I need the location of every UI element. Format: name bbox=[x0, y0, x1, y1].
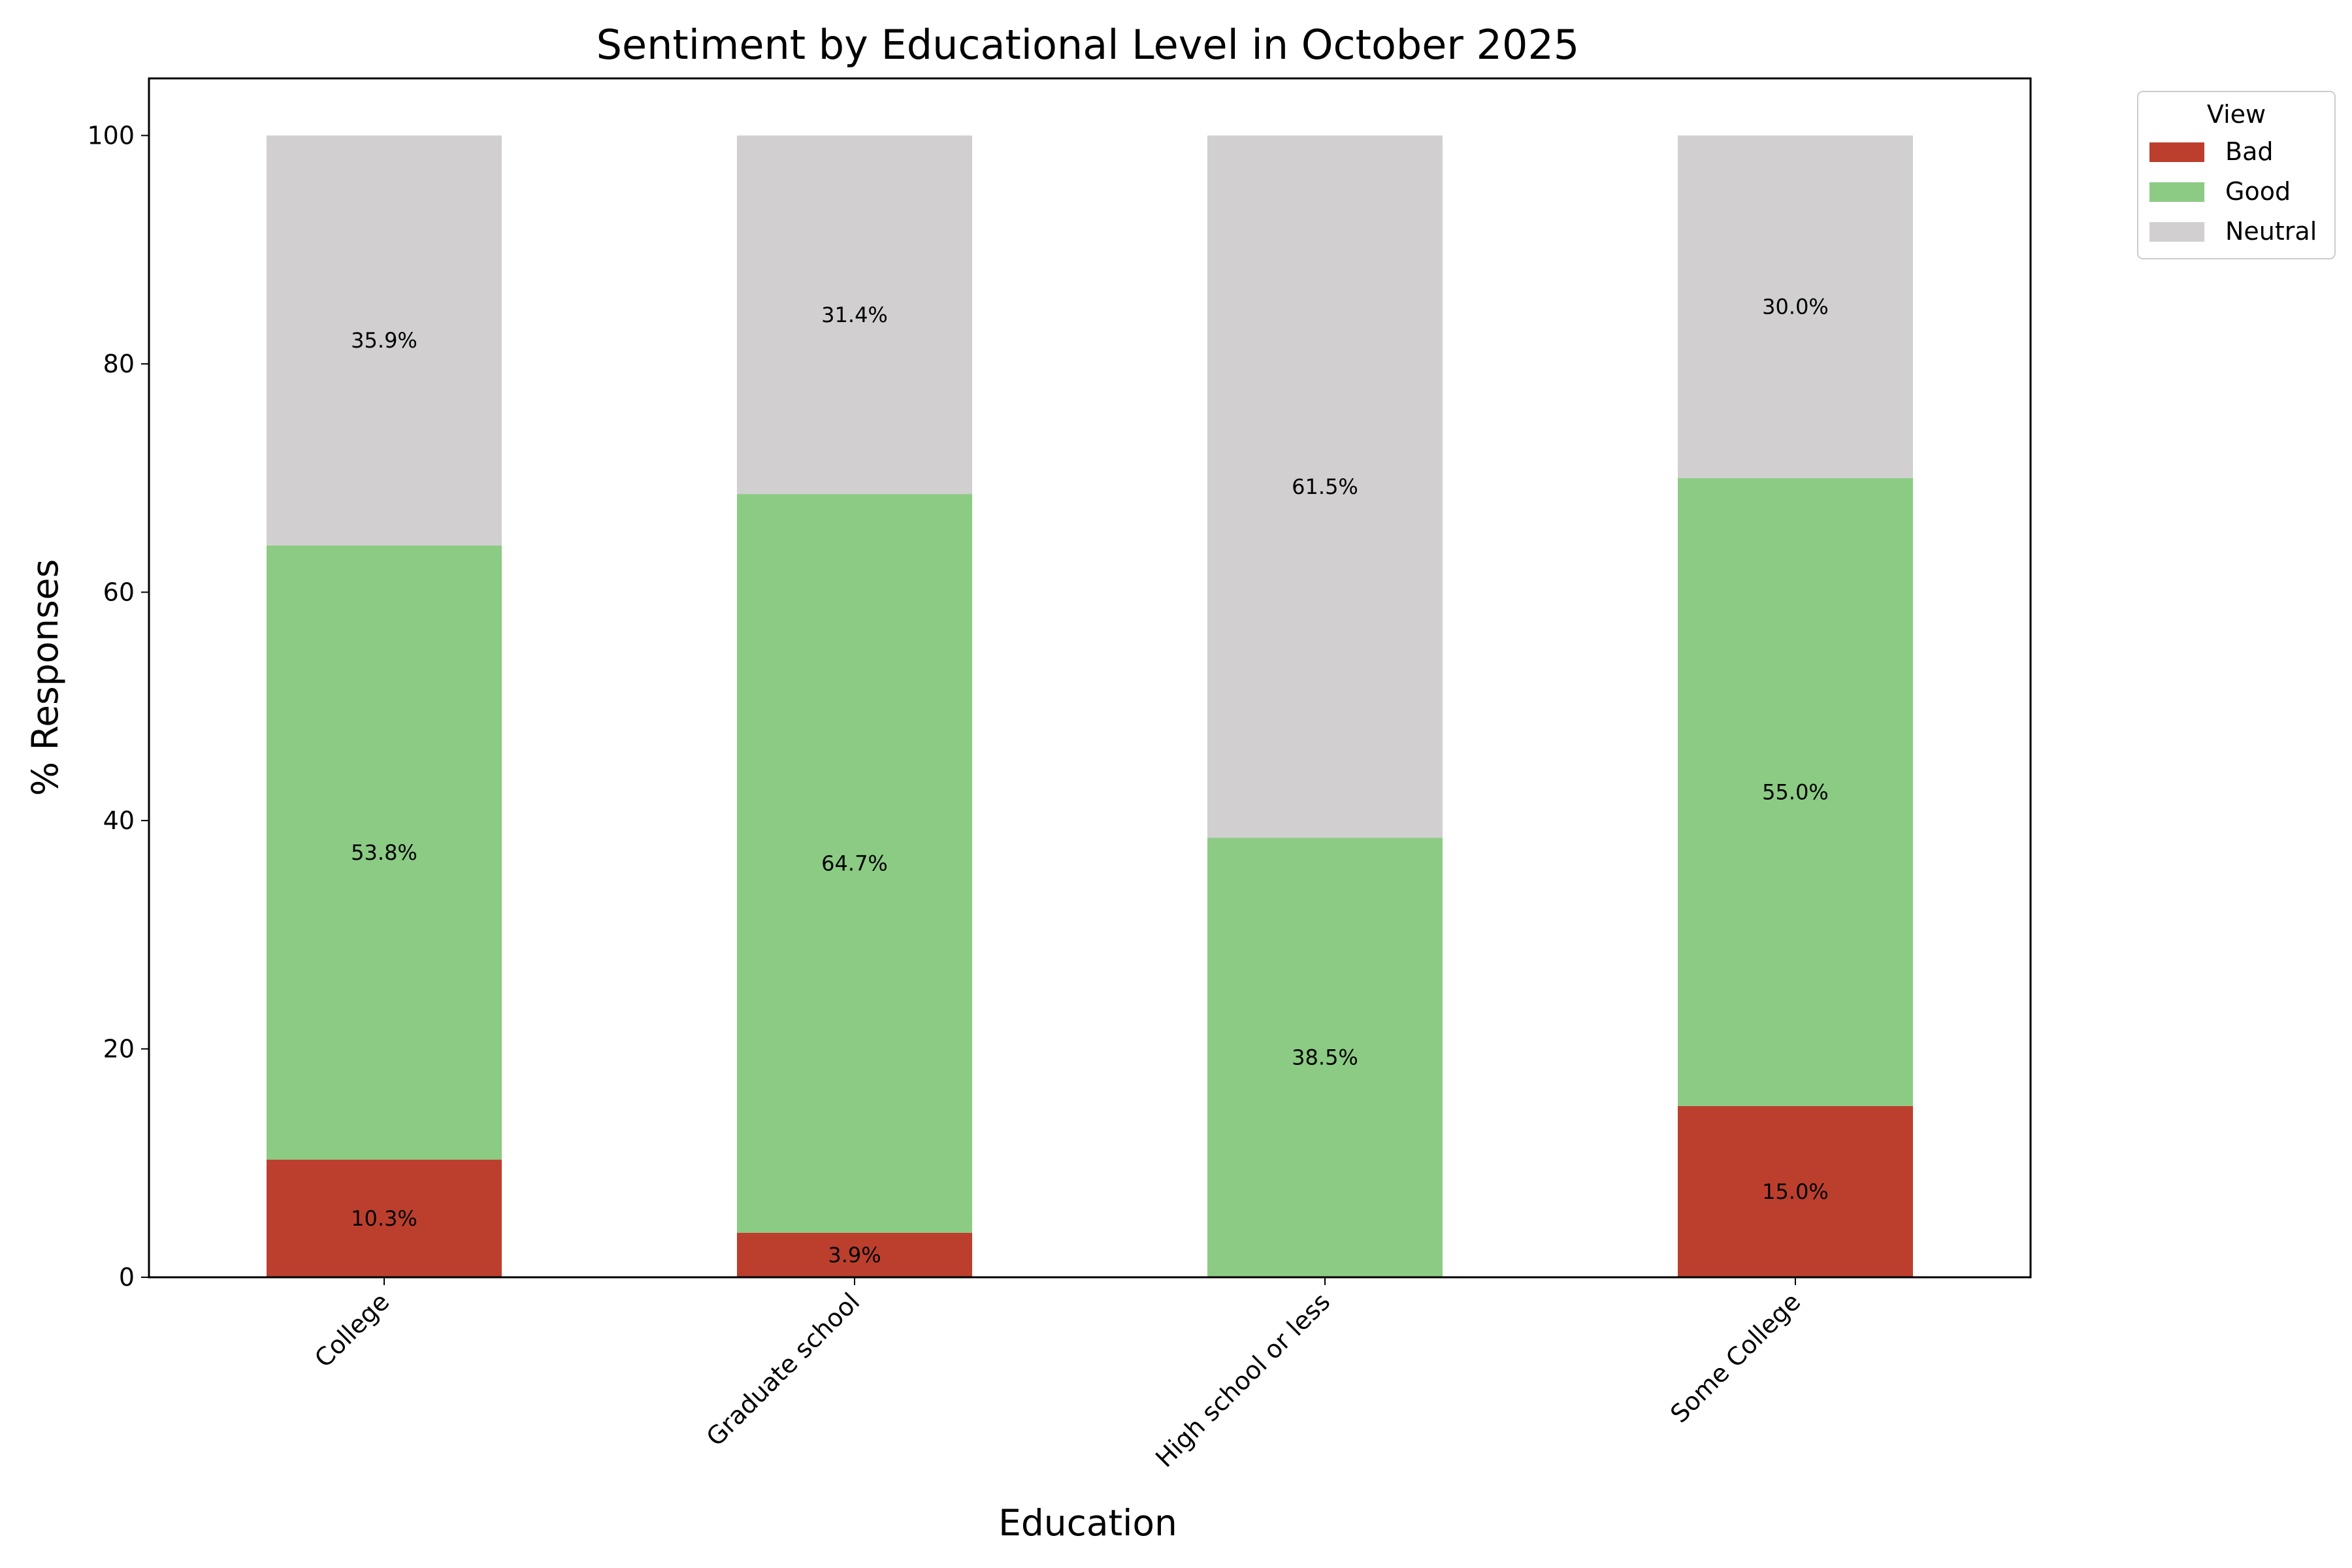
chart-title: Sentiment by Educational Level in Octobe… bbox=[596, 21, 1580, 69]
data-label-good-3: 55.0% bbox=[1762, 779, 1829, 804]
data-label-good-0: 53.8% bbox=[351, 840, 417, 865]
data-label-good-2: 38.5% bbox=[1292, 1045, 1358, 1070]
y-tick-label-2: 40 bbox=[103, 806, 135, 835]
x-tick-label-2: High school or less bbox=[1150, 1287, 1335, 1473]
y-axis-label: % Responses bbox=[24, 559, 66, 796]
data-label-neutral-2: 61.5% bbox=[1292, 474, 1358, 499]
data-label-bad-3: 15.0% bbox=[1762, 1179, 1829, 1204]
x-axis-label: Education bbox=[998, 1502, 1177, 1544]
legend-swatch-bad bbox=[2149, 142, 2204, 162]
data-label-good-1: 64.7% bbox=[821, 851, 888, 875]
legend: View Bad Good Neutral bbox=[2138, 91, 2335, 259]
x-tick-label-0: College bbox=[309, 1287, 395, 1373]
legend-title: View bbox=[2207, 100, 2266, 129]
y-tick-label-4: 80 bbox=[103, 350, 135, 378]
legend-swatch-neutral bbox=[2149, 222, 2204, 242]
x-tick-label-1: Graduate school bbox=[701, 1287, 866, 1452]
data-label-neutral-1: 31.4% bbox=[821, 302, 888, 327]
y-tick-label-1: 20 bbox=[103, 1034, 135, 1063]
legend-swatch-good bbox=[2149, 182, 2204, 202]
data-label-bad-0: 10.3% bbox=[351, 1206, 417, 1231]
y-tick-label-0: 0 bbox=[119, 1263, 135, 1292]
legend-label-good: Good bbox=[2225, 177, 2291, 206]
plot-area: 10.3% 53.8% 35.9% College 3.9% 64.7% 31.4% Grad… bbox=[87, 78, 2031, 1473]
y-tick-label-3: 60 bbox=[103, 578, 135, 606]
y-tick-label-5: 100 bbox=[87, 121, 135, 150]
legend-label-neutral: Neutral bbox=[2225, 217, 2317, 246]
data-label-bad-1: 3.9% bbox=[828, 1243, 881, 1267]
data-label-neutral-0: 35.9% bbox=[351, 328, 417, 353]
legend-label-bad: Bad bbox=[2225, 137, 2273, 166]
data-label-neutral-3: 30.0% bbox=[1762, 295, 1829, 319]
x-tick-label-3: Some College bbox=[1665, 1287, 1806, 1428]
